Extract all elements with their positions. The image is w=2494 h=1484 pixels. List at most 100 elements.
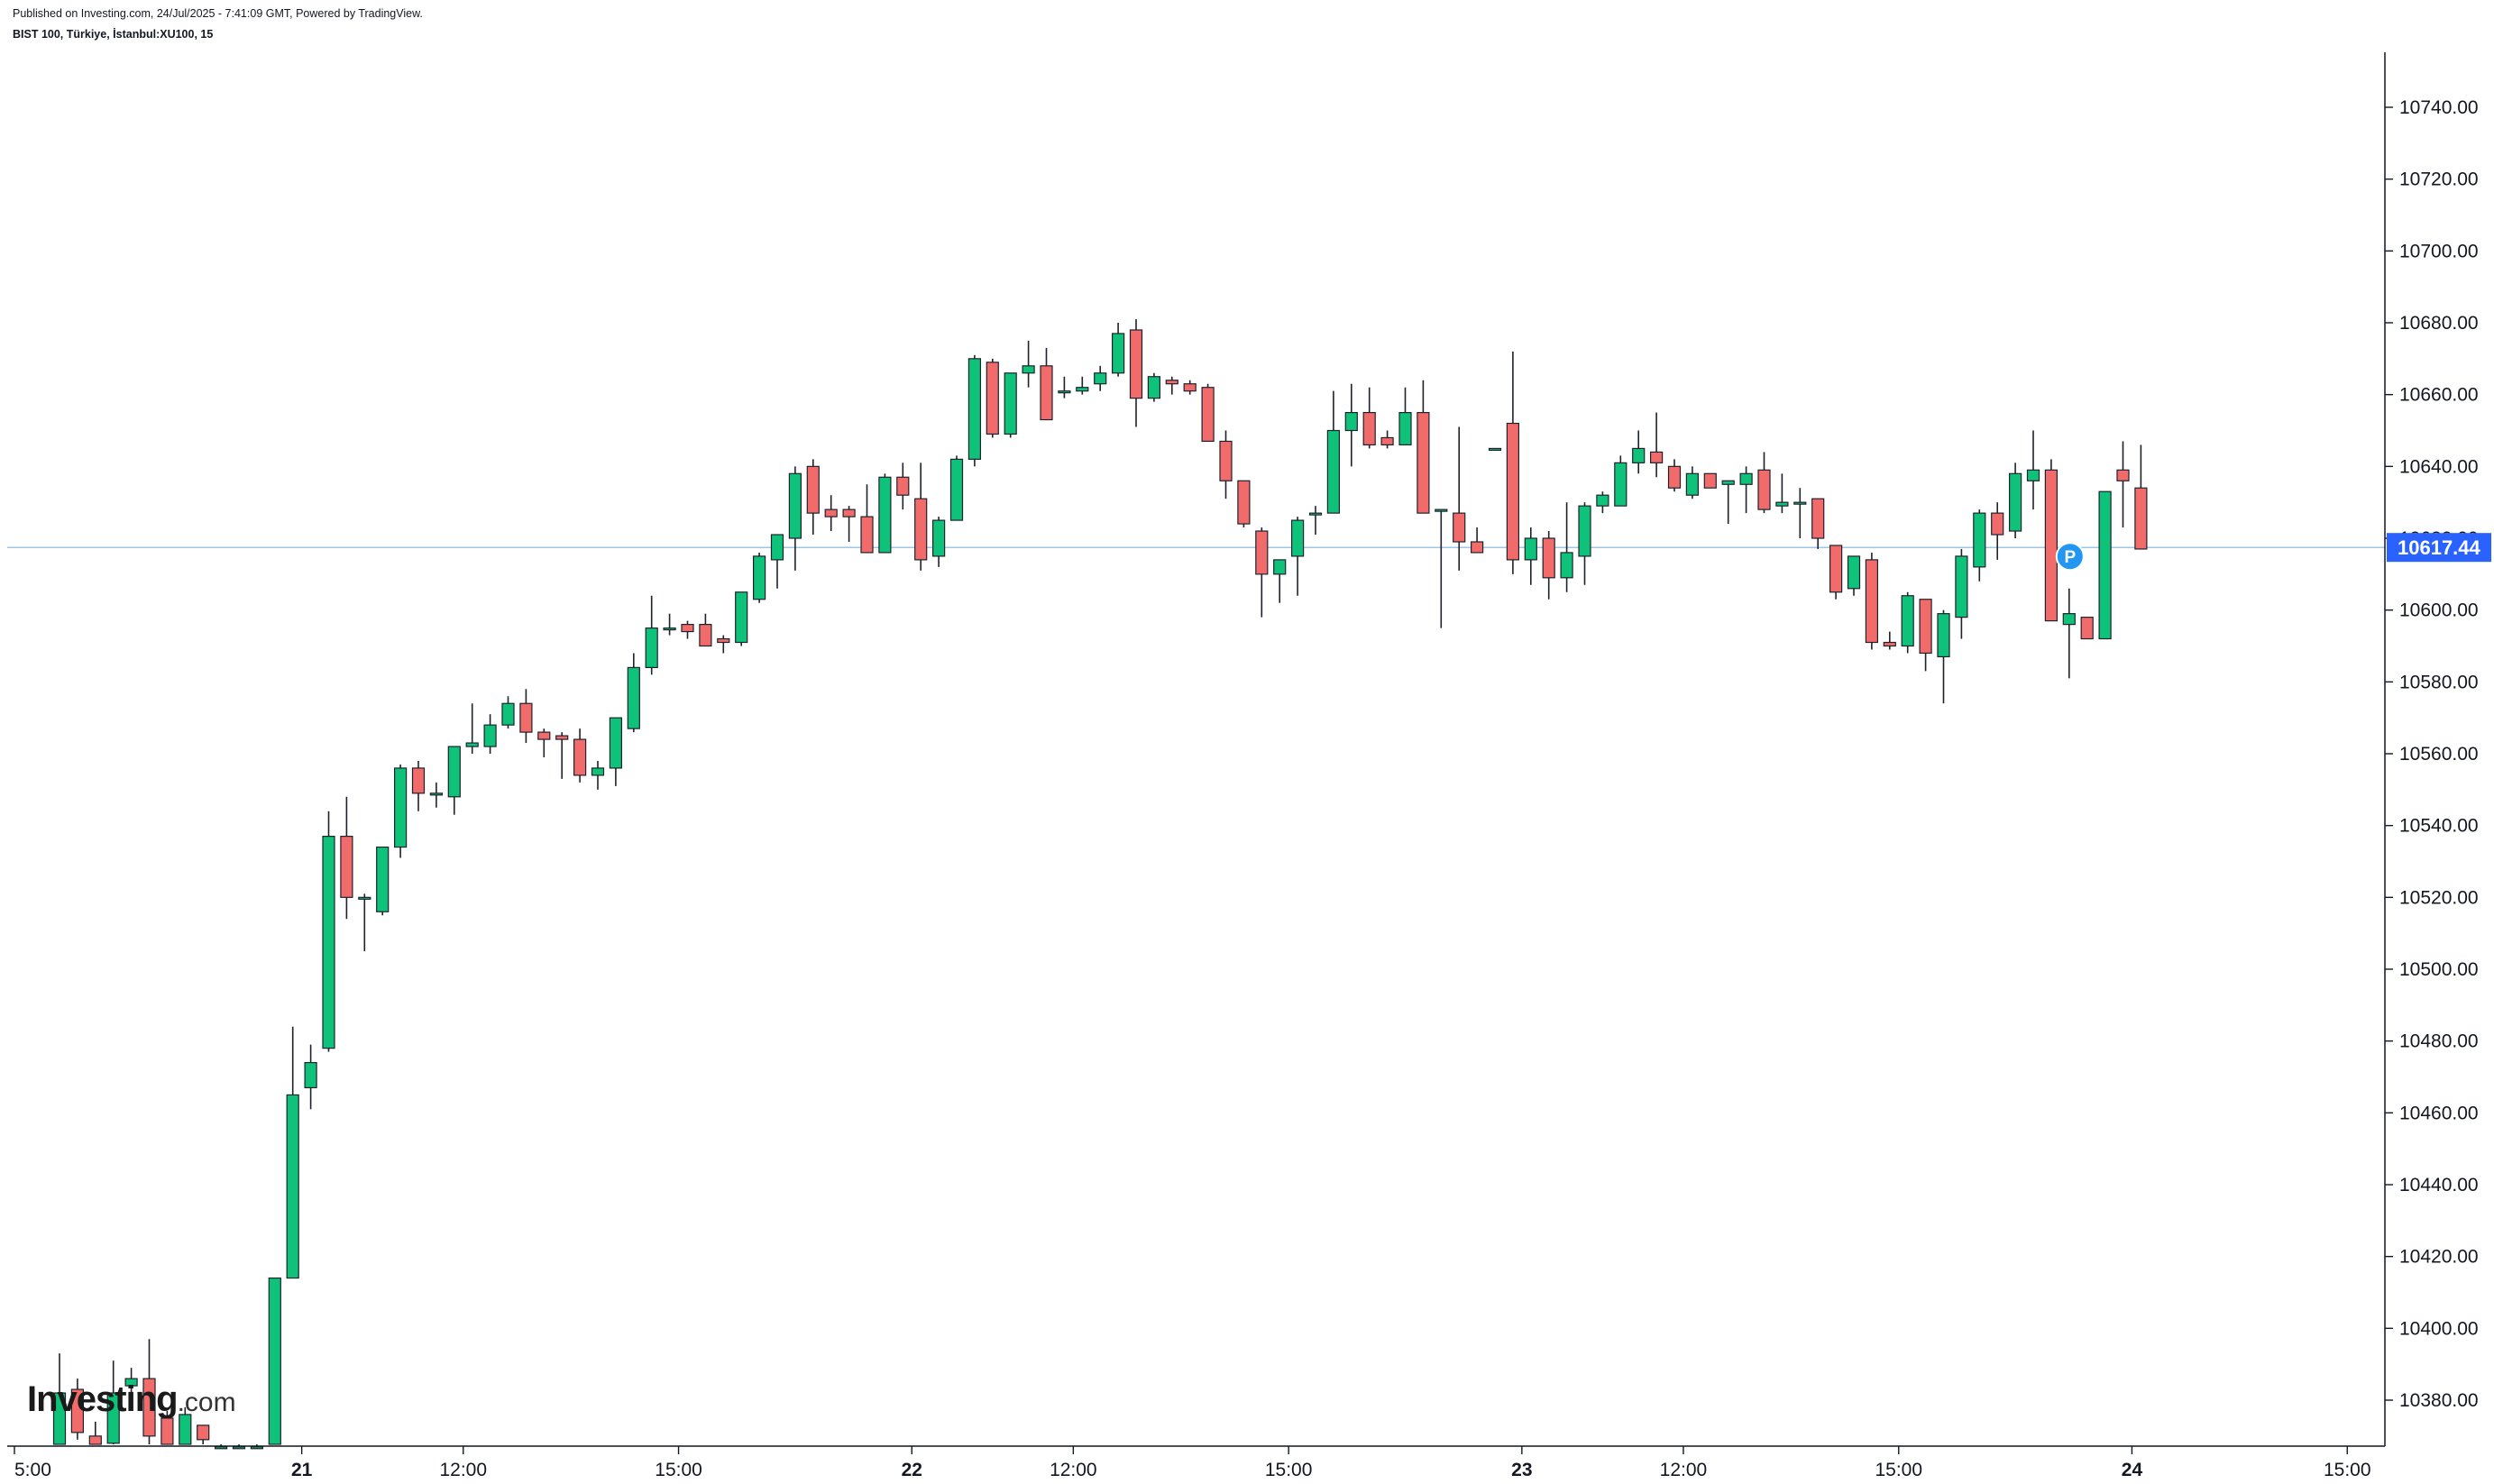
candle-body-up [949, 458, 964, 521]
candle [2009, 463, 2022, 538]
candle [2062, 588, 2076, 679]
p-marker[interactable]: P [2055, 542, 2085, 572]
candle-body-up [447, 746, 461, 798]
y-tick-label: 10740.00 [2399, 97, 2479, 118]
candle [824, 495, 838, 532]
published-caption: Published on Investing.com, 24/Jul/2025 … [13, 7, 423, 20]
candle-body-down [88, 1435, 102, 1445]
candle-body-up [770, 534, 784, 561]
candle-body-down [340, 836, 353, 898]
candle [1721, 480, 1735, 525]
candle [2134, 444, 2148, 550]
candle-body-up [1901, 595, 1914, 647]
candle [735, 591, 748, 646]
x-tick-label: 23 [1511, 1460, 1532, 1480]
candle [1811, 498, 1825, 549]
candle-body-up [124, 1378, 138, 1387]
candle-body-up [645, 627, 658, 668]
candle [483, 714, 497, 754]
candle [1398, 387, 1412, 446]
candle [358, 893, 371, 952]
candle [179, 1406, 192, 1445]
candle-body-down [1453, 512, 1466, 543]
candle [949, 455, 964, 521]
candle-body-up [2062, 613, 2076, 626]
candle [788, 466, 802, 571]
candle [1524, 527, 1537, 585]
candle [1380, 430, 1394, 449]
candle [1991, 502, 2004, 560]
candle [663, 613, 676, 636]
candle [1435, 508, 1448, 628]
candle [806, 459, 820, 536]
candle [1793, 488, 1807, 538]
candle-body-up [52, 1392, 67, 1445]
y-tick-label: 10400.00 [2399, 1318, 2479, 1339]
candle-body-up [878, 476, 892, 554]
candle [1865, 552, 1878, 650]
candle [1273, 559, 1287, 603]
investing-logo: Investing.com [27, 1379, 236, 1420]
candle [591, 760, 605, 790]
candle [1560, 502, 1573, 592]
candle [770, 534, 784, 589]
candle-body-down [1542, 537, 1555, 579]
candle [1362, 387, 1376, 449]
x-tick-label: 15:00 [655, 1460, 702, 1480]
candle-body-up [322, 836, 335, 1049]
candle-body-down [160, 1417, 174, 1445]
candle [1326, 390, 1341, 514]
candle-body-up [286, 1094, 299, 1279]
candle-body-down [1129, 329, 1143, 399]
candle-body-down [824, 508, 838, 518]
candle [1094, 365, 1107, 391]
candle [1757, 452, 1771, 514]
candle-body-up [1937, 613, 1950, 658]
candle [717, 635, 730, 654]
candle-body-up [1398, 411, 1412, 446]
candle [88, 1421, 102, 1445]
candle-body-down [2116, 469, 2130, 481]
x-tick-label: 21 [291, 1460, 313, 1480]
candle [1308, 506, 1323, 536]
candle-body-up [627, 666, 640, 729]
y-tick-label: 10560.00 [2399, 744, 2479, 765]
candle [160, 1410, 174, 1445]
candle-body-up [1004, 372, 1017, 435]
candle-body-down [860, 516, 874, 554]
candle [1596, 491, 1609, 514]
candle [842, 506, 856, 542]
candle [1004, 372, 1017, 438]
candle [860, 484, 874, 554]
candle-body-down [1219, 440, 1233, 481]
candle [304, 1044, 317, 1110]
candle-body-down [1362, 411, 1376, 446]
candle-body-up [1685, 472, 1700, 496]
axes-layer: 10740.00 10720.00 10700.00 10680.00 10660.00… [7, 52, 2479, 1480]
candle-body-up [376, 846, 390, 912]
candle [752, 552, 766, 603]
candle [1237, 480, 1251, 528]
candle-body-up [1058, 390, 1071, 394]
candle-body-up [609, 717, 623, 769]
candle-body-up [788, 472, 802, 539]
p-marker-circle[interactable] [2055, 542, 2085, 572]
candle-body-down [717, 637, 730, 644]
y-tick-label: 10700.00 [2399, 241, 2479, 261]
y-tick-label: 10420.00 [2399, 1247, 2479, 1268]
candle-body-up [591, 767, 605, 776]
y-tick-label: 10440.00 [2399, 1175, 2479, 1195]
candle [2026, 430, 2040, 510]
symbol-title: BIST 100, Türkiye, İstanbul:XU100, 15 [13, 28, 214, 41]
candle-body-up [1344, 411, 1358, 432]
candle [1417, 380, 1430, 514]
last-price-text: 10617.44 [2398, 536, 2481, 559]
candle-body-up [1290, 519, 1305, 557]
candle [1685, 466, 1700, 499]
candle [2116, 441, 2130, 528]
candle [1040, 347, 1053, 421]
y-tick-label: 10520.00 [2399, 887, 2479, 908]
candle [1344, 383, 1358, 467]
x-tick-label: 24 [2122, 1460, 2143, 1480]
